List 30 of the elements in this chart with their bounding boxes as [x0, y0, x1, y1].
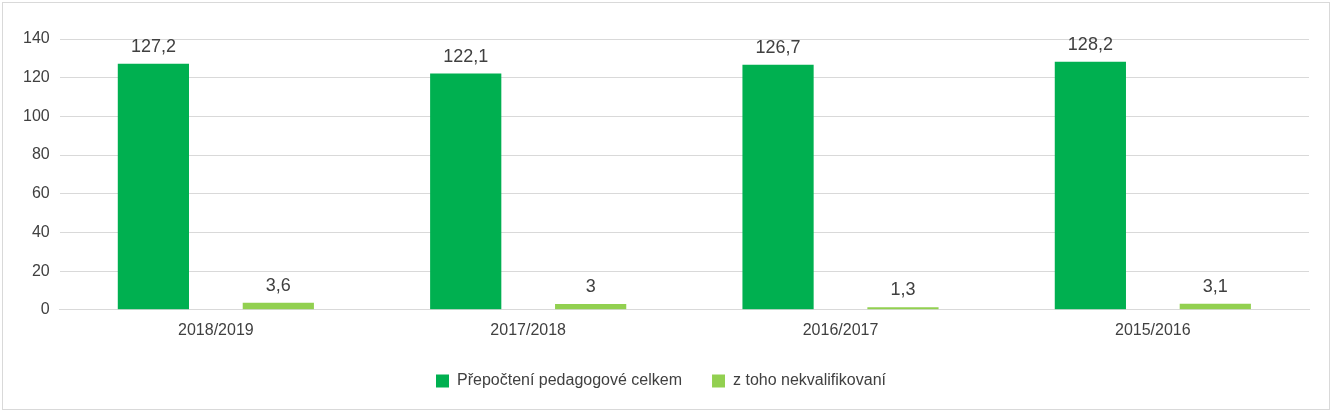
data-label: 3,6 [265, 274, 291, 295]
bar [1179, 303, 1251, 310]
y-tick-label: 80 [31, 145, 50, 163]
y-tick-label: 20 [31, 261, 50, 279]
y-tick-label: 60 [31, 184, 50, 202]
data-label: 122,1 [443, 45, 489, 66]
bar [867, 307, 939, 310]
x-tick-label: 2016/2017 [802, 320, 879, 338]
y-tick-label: 100 [22, 106, 50, 124]
bar [555, 304, 627, 310]
data-label: 128,2 [1067, 33, 1113, 54]
data-label: 3 [585, 275, 596, 296]
y-tick-label: 120 [22, 68, 50, 86]
data-label: 126,7 [755, 36, 801, 57]
data-label: 127,2 [130, 35, 176, 56]
bar [117, 63, 189, 310]
y-tick-label: 0 [40, 300, 50, 318]
bar [1054, 61, 1126, 310]
x-tick-label: 2017/2018 [490, 320, 567, 338]
y-tick-label: 40 [31, 222, 50, 240]
data-label: 1,3 [890, 279, 916, 300]
legend-label: Přepočtení pedagogové celkem [456, 371, 683, 389]
bar [242, 302, 314, 310]
bar [430, 73, 502, 310]
x-tick-label: 2015/2016 [1115, 320, 1191, 338]
legend-label: z toho nekvalifikovaní [733, 371, 887, 389]
bar [742, 64, 814, 310]
data-label: 3,1 [1202, 275, 1228, 296]
x-tick-label: 2018/2019 [178, 320, 254, 338]
y-tick-label: 140 [22, 29, 50, 47]
